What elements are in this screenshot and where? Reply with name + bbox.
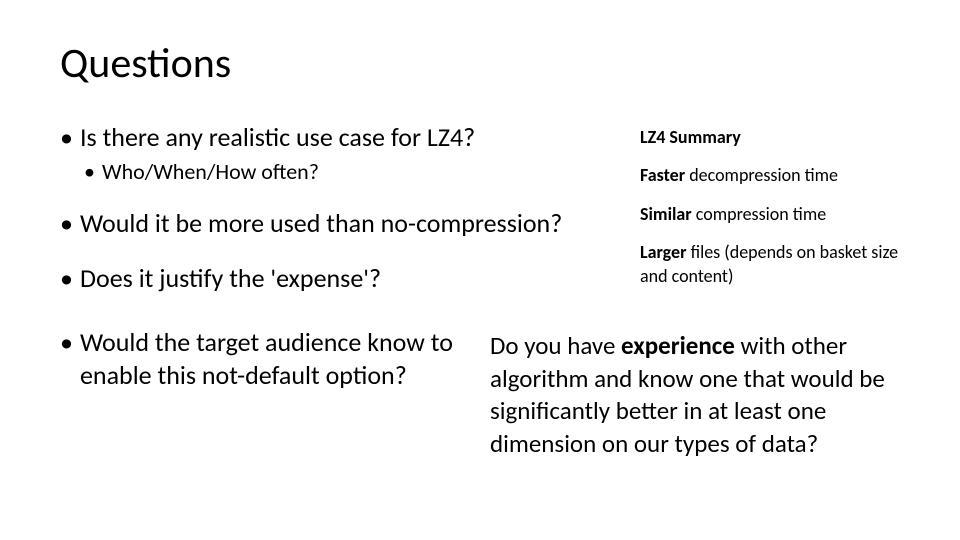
bullet-text: Is there any realistic use case for LZ4? (80, 121, 475, 153)
question-bold: experience (621, 330, 735, 361)
bullet-text: Does it justify the 'expense'? (80, 262, 381, 294)
bullet-text: Would it be more used than no-compressio… (80, 207, 562, 239)
bottom-row: Would the target audience know to enable… (60, 326, 900, 460)
question-pre: Do you have (490, 330, 621, 361)
slide-title: Questions (60, 38, 900, 89)
summary-bold: Faster (640, 164, 685, 186)
content-row: Is there any realistic use case for LZ4?… (60, 121, 900, 316)
summary-heading: LZ4 Summary (640, 125, 900, 149)
closing-question: Do you have experience with other algori… (490, 326, 900, 460)
bullet-list: Is there any realistic use case for LZ4?… (60, 121, 640, 294)
slide: Questions Is there any realistic use cas… (0, 0, 960, 540)
sub-bullet-text: Who/When/How often? (102, 158, 319, 185)
summary-line: Faster decompression time (640, 163, 900, 187)
summary-bold: Similar (640, 203, 692, 225)
summary-rest: compression time (692, 203, 826, 225)
bullet-item: Would it be more used than no-compressio… (60, 207, 640, 240)
summary-rest: decompression time (685, 164, 838, 186)
summary-bold: Larger (640, 241, 687, 263)
summary-heading-text: LZ4 Summary (640, 126, 741, 148)
sub-bullet-item: Who/When/How often? (80, 158, 640, 186)
bottom-bullet-column: Would the target audience know to enable… (60, 326, 490, 413)
sub-bullet-list: Who/When/How often? (80, 158, 640, 186)
bullet-item: Would the target audience know to enable… (60, 326, 490, 391)
bullet-list-bottom: Would the target audience know to enable… (60, 326, 490, 391)
bullet-item: Is there any realistic use case for LZ4?… (60, 121, 640, 185)
summary-line: Similar compression time (640, 202, 900, 226)
summary-column: LZ4 Summary Faster decompression time Si… (640, 121, 900, 302)
bullet-text: Would the target audience know to enable… (80, 326, 453, 391)
bullet-column: Is there any realistic use case for LZ4?… (60, 121, 640, 316)
summary-line: Larger files (depends on basket size and… (640, 240, 900, 289)
bullet-item: Does it justify the 'expense'? (60, 262, 640, 295)
